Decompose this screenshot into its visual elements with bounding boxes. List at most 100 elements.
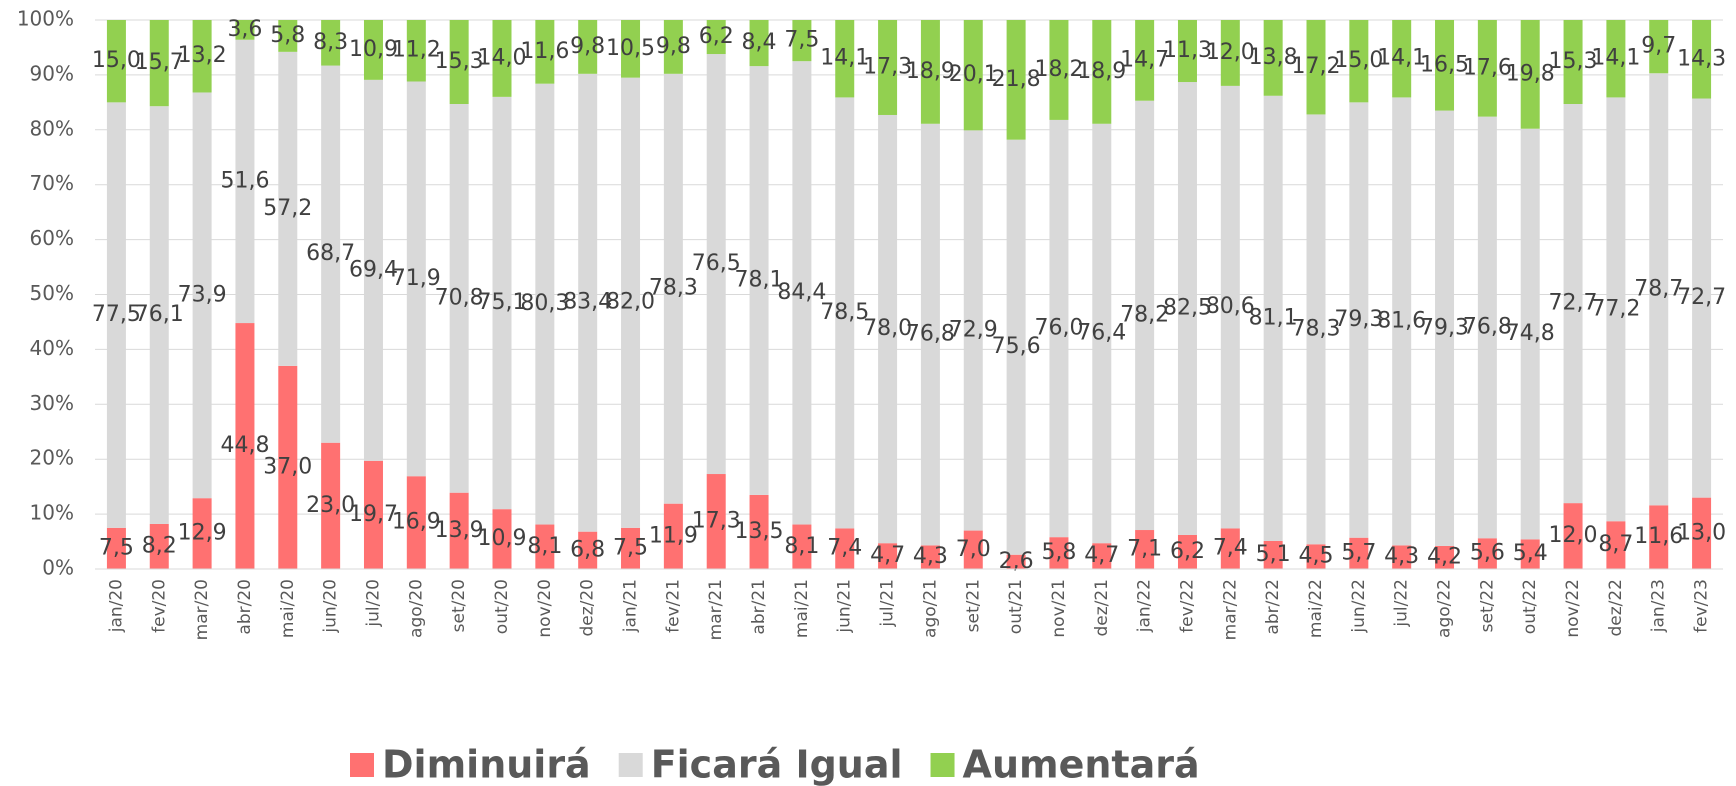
data-label: 76,4 [1077,320,1126,345]
x-tick-label: abr/22 [1263,579,1283,635]
bar-segment [1435,20,1455,111]
bar-segment [1177,82,1197,535]
x-tick-label: mai/22 [1306,579,1326,638]
bar-segment [106,527,126,569]
data-label: 82,5 [1163,295,1212,320]
bar-segment [1349,537,1369,569]
bar-segment [1649,73,1669,506]
bar-segment [1092,123,1112,544]
data-label: 16,5 [1420,52,1469,77]
bar-segment [1435,110,1455,546]
data-label: 14,1 [1377,46,1426,71]
data-label: 19,7 [349,502,398,527]
data-label: 72,7 [1549,291,1598,316]
data-label: 9,7 [1641,34,1676,59]
data-label: 7,4 [1213,536,1248,561]
data-label: 78,1 [735,268,784,293]
data-label: 11,3 [1163,38,1212,63]
data-label: 6,8 [570,537,605,562]
data-label: 78,2 [1120,302,1169,327]
bar-segment [706,474,726,569]
data-label: 14,1 [1591,46,1640,71]
bar-segment [1049,537,1069,569]
data-label: 78,0 [863,316,912,341]
bar-segment [792,524,812,569]
data-label: 78,3 [649,276,698,301]
x-tick-label: jun/20 [321,579,341,634]
data-label: 7,5 [99,535,134,560]
x-tick-label: jul/22 [1392,579,1412,628]
bar-segment [878,543,898,569]
data-label: 15,3 [435,49,484,74]
bar-segment [449,20,469,104]
x-tick-label: nov/22 [1563,579,1583,638]
x-tick-label: jan/20 [106,579,126,633]
bar-segment [1049,20,1069,120]
bar-segment [1692,20,1712,99]
bar-segment [835,97,855,529]
bar-segment [1263,541,1283,569]
x-tick-label: mar/21 [706,579,726,640]
bar-segment [535,20,555,84]
data-label: 76,8 [1463,314,1512,339]
bar-segment [1520,128,1540,540]
data-label: 6,2 [1170,539,1205,564]
data-label: 11,2 [392,38,441,63]
bar-segment [321,65,341,443]
data-label: 57,2 [263,196,312,221]
data-label: 7,1 [1127,537,1162,562]
y-tick-label: 100% [17,7,74,31]
data-label: 8,7 [1598,532,1633,557]
bar-segment [278,51,298,366]
x-tick-label: dez/20 [578,579,598,637]
bar-segment [363,460,383,569]
x-tick-label: jan/21 [621,579,641,633]
bar-segment [535,83,555,525]
data-label: 4,3 [913,544,948,569]
bar-segment [406,476,426,569]
x-tick-label: dez/22 [1606,579,1626,637]
y-tick-label: 80% [30,116,74,140]
data-label: 10,5 [606,36,655,61]
y-tick-label: 40% [30,336,74,360]
bar-segment [1306,114,1326,545]
data-label: 18,9 [1077,59,1126,84]
bar-segment [878,114,898,544]
bar-segment [1692,98,1712,498]
data-label: 5,8 [1041,540,1076,565]
bar-segment [920,20,940,124]
data-label: 11,6 [1634,524,1683,549]
data-label: 5,1 [1256,542,1291,567]
bar-segment [406,81,426,477]
bar-segment [192,20,212,93]
x-tick-label: dez/21 [1092,579,1112,637]
data-label: 78,5 [820,300,869,325]
data-label: 11,6 [520,39,569,64]
data-label: 4,2 [1427,544,1462,569]
y-tick-label: 50% [30,281,74,305]
data-label: 78,7 [1634,276,1683,301]
data-label: 15,0 [1334,48,1383,73]
data-label: 12,0 [1206,40,1255,65]
bar-segment [235,39,255,324]
bar-segment [1263,20,1283,96]
bar-segment [1563,103,1583,504]
data-label: 17,3 [692,509,741,534]
data-label: 9,8 [570,34,605,59]
bar-segment [106,20,126,103]
bar-segment [706,54,726,475]
bar-segment [278,20,298,52]
x-tick-label: jul/21 [878,579,898,628]
data-label: 81,1 [1249,305,1298,330]
data-label: 5,7 [1341,540,1376,565]
x-tick-label: fev/22 [1177,579,1197,633]
x-tick-label: jun/22 [1349,579,1369,634]
bar-segment [278,365,298,569]
data-label: 44,8 [220,433,269,458]
y-tick-label: 70% [30,171,74,195]
bar-segment [621,20,641,78]
x-tick-label: nov/21 [1049,579,1069,638]
data-label: 72,7 [1677,285,1726,310]
data-label: 75,6 [992,334,1041,359]
bar-segment [920,123,940,546]
